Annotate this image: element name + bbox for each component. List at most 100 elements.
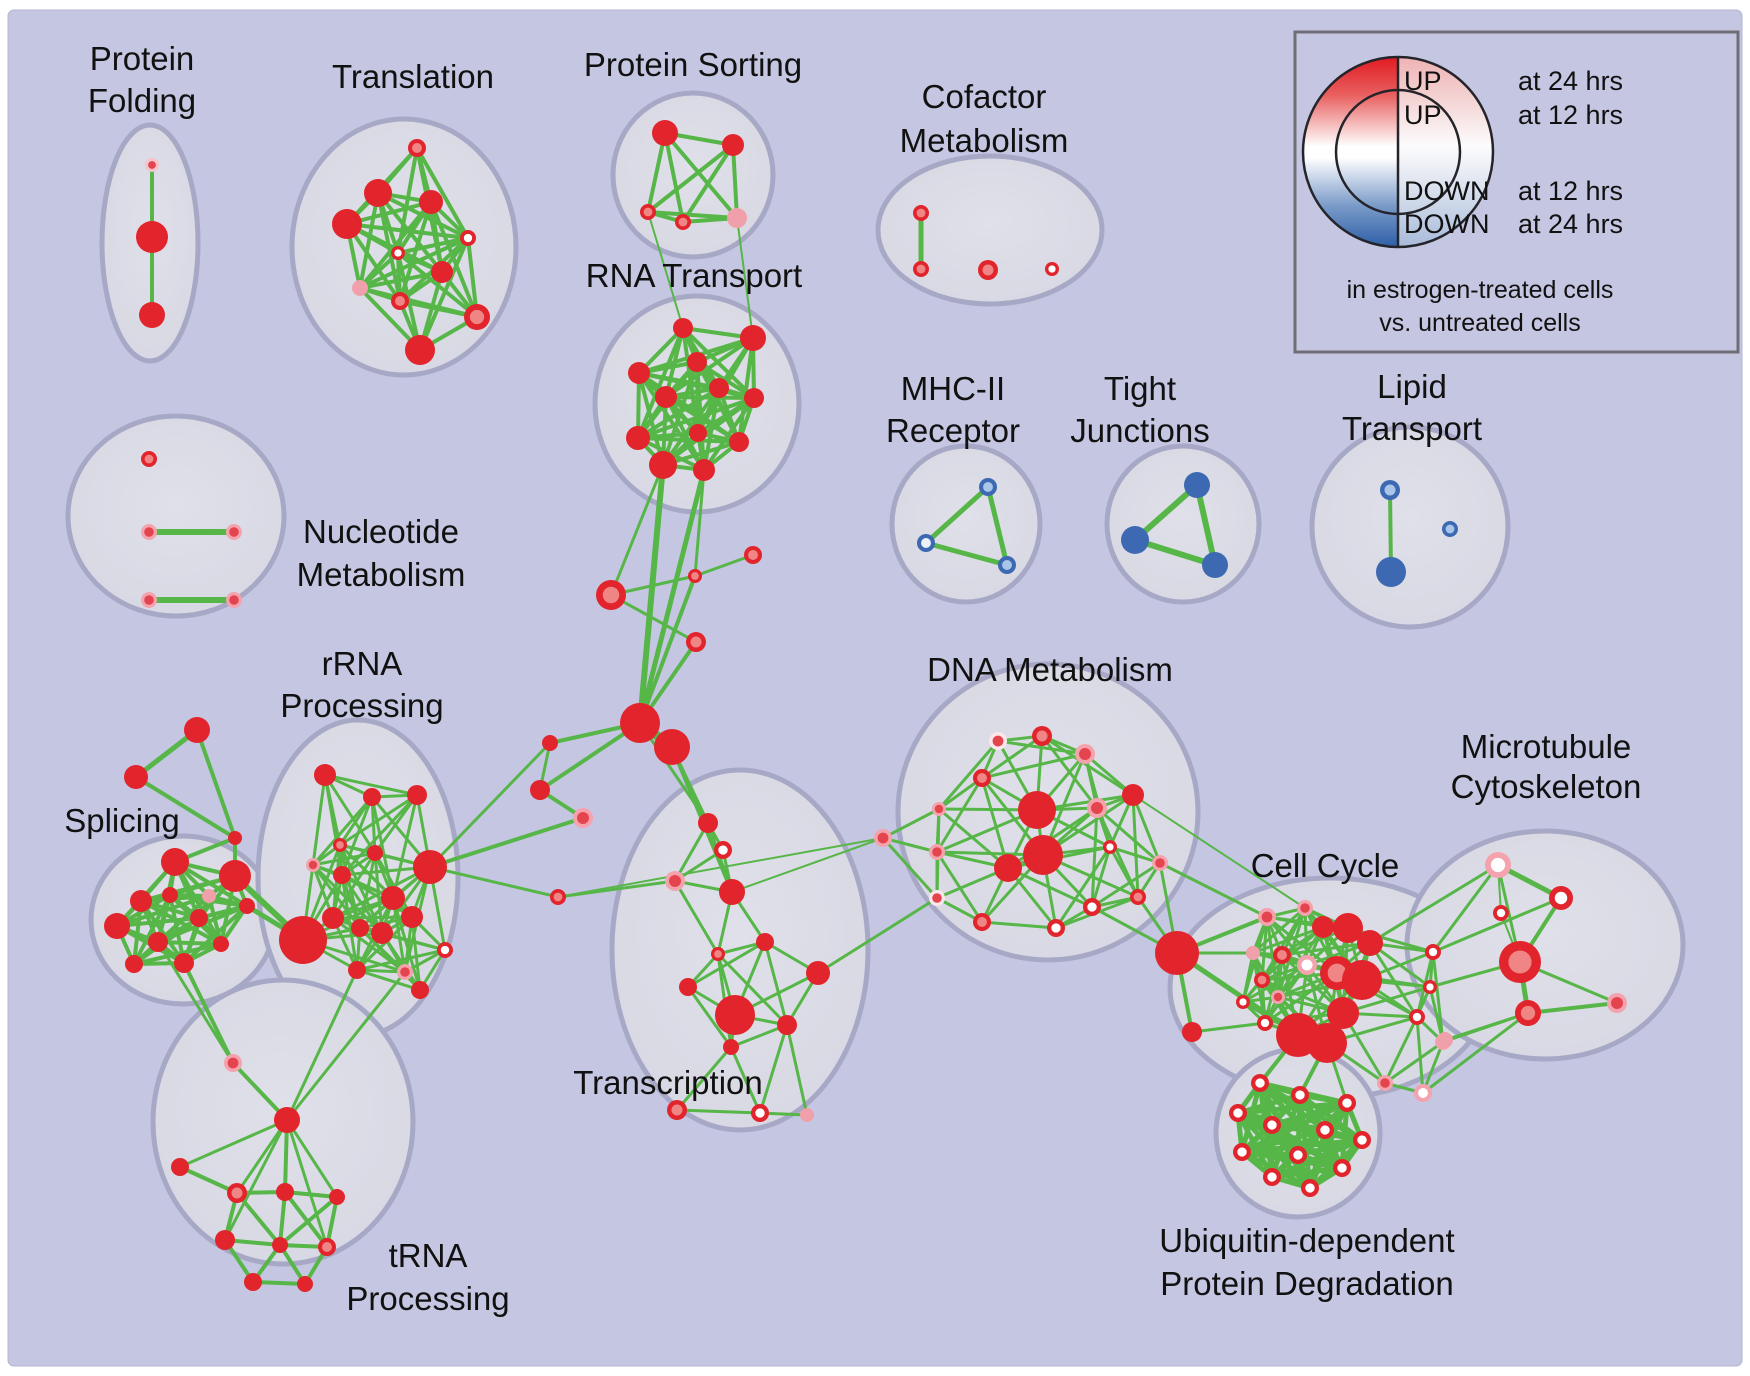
label-protein-sorting: Protein Sorting [584, 46, 802, 83]
network-nodes [104, 120, 1627, 1292]
node-rrna-processing-red [367, 845, 383, 861]
edge-rrna-processing [311, 773, 327, 867]
node-dna-metabolism-red2-center [977, 773, 987, 783]
label-microtubule-cytoskeleton: Microtubule [1461, 728, 1632, 765]
edge-bridge [1132, 794, 1306, 909]
edge-ubiquitin-degradation [1269, 1165, 1345, 1180]
edge-rrna-processing [358, 851, 377, 930]
edge-dna-metabolism [1054, 845, 1112, 930]
node-connector-red2-center [690, 636, 702, 648]
node-dna-metabolism-pinkring-center [1091, 802, 1103, 814]
edge-translation [466, 236, 479, 319]
label-nucleotide-metabolism: Metabolism [297, 556, 466, 593]
label-translation: Translation [332, 58, 494, 95]
edge-splicing [132, 942, 223, 966]
edge-protein-sorting [681, 143, 735, 224]
edge-rrna-processing [355, 968, 422, 992]
edge-trna-processing [278, 1195, 339, 1247]
node-tight-junctions-blue [1121, 526, 1149, 554]
edge-transcription [673, 879, 720, 956]
edge-rna-transport [636, 396, 756, 440]
node-trna-processing-red [215, 1230, 235, 1250]
edge-dna-metabolism [1108, 845, 1140, 899]
node-ubiquitin-degradation-whitering-center [1233, 1108, 1243, 1118]
node-protein-folding-red [136, 221, 168, 253]
edge-dna-metabolism [935, 776, 984, 854]
edge-bridge [156, 940, 235, 1065]
node-rrna-processing-red [413, 850, 447, 884]
node-cell-cycle-red [1312, 916, 1334, 938]
node-rrna-processing-red [351, 919, 369, 937]
node-ubiquitin-degradation-whitering-center [1320, 1125, 1330, 1135]
node-trna-processing-pinkring-center [227, 1057, 239, 1069]
node-protein-sorting-pink [727, 208, 747, 228]
node-dna-metabolism-pinkring-center [1079, 748, 1091, 760]
node-dna-metabolism-pinkring-center [877, 832, 889, 844]
node-dna-metabolism-red2-center [1133, 892, 1143, 902]
edge-rna-transport [661, 386, 721, 467]
edge-rrna-processing [311, 851, 377, 867]
node-cell-cycle-red2-center [1277, 950, 1287, 960]
node-microtubule-cytoskeleton-pinkwhite-center [1490, 857, 1506, 873]
label-lipid-transport: Transport [1342, 410, 1482, 447]
cluster-region-nucleotide-metabolism [65, 413, 287, 619]
edge-cell-cycle [1383, 1040, 1445, 1085]
node-connector-red [542, 735, 558, 751]
node-nucleotide-metabolism-red2-center [144, 454, 154, 464]
node-splicing-red [148, 932, 168, 952]
node-mhc-ii-receptor-bluelight-center [1002, 560, 1012, 570]
edge-rna-transport [702, 396, 756, 472]
node-rrna-processing-red2-center [336, 841, 344, 849]
node-translation-red2-center [412, 143, 422, 153]
edge-dna-metabolism [980, 752, 1087, 780]
node-cell-cycle-pinkwhite-center [1301, 959, 1313, 971]
edge-splicing [207, 894, 223, 946]
legend-direction-label: DOWN [1404, 209, 1489, 239]
edge-trna-processing [235, 1118, 289, 1195]
node-dna-metabolism-pinkring-center [1155, 858, 1165, 868]
edge-transcription [763, 940, 789, 1027]
node-dna-metabolism-red [994, 854, 1022, 882]
node-ubiquitin-degradation-whitering-center [1293, 1150, 1303, 1160]
edge-cell-cycle [1251, 906, 1307, 955]
node-dna-metabolism-pinkring-center [934, 804, 944, 814]
edge-protein-sorting [646, 210, 739, 220]
node-rna-transport-red [673, 318, 693, 338]
node-trna-processing-red [329, 1189, 345, 1205]
node-connector-red [124, 765, 148, 789]
legend-inner-right-half [1398, 90, 1460, 214]
label-transcription: Transcription [573, 1064, 763, 1101]
node-splicing-red [104, 913, 130, 939]
edge-bridge [1431, 863, 1500, 954]
edge-bridge [1158, 861, 1269, 919]
label-tight-junctions: Junctions [1070, 412, 1209, 449]
node-trna-processing-red [274, 1107, 300, 1133]
node-translation-red [431, 261, 453, 283]
edge-dna-metabolism [1090, 861, 1162, 909]
node-cofactor-metabolism-red2-center [916, 208, 926, 218]
edge-cell-cycle [1415, 1015, 1425, 1095]
node-protein-sorting-red [652, 120, 678, 146]
node-tight-junctions-blue [1184, 472, 1210, 498]
node-dna-metabolism-red [1122, 784, 1144, 806]
node-rrna-processing-red [363, 788, 381, 806]
edge-cell-cycle [1241, 951, 1255, 1004]
node-connector-red2-center [553, 892, 563, 902]
edge-splicing [182, 894, 211, 965]
node-transcription-red [719, 879, 745, 905]
edge-translation [398, 299, 479, 319]
edge-bridge [428, 816, 585, 869]
node-translation-red [364, 179, 392, 207]
edge-ubiquitin-degradation [1235, 1100, 1350, 1116]
node-rrna-processing-red [407, 785, 427, 805]
edge-ubiquitin-degradation [1239, 1137, 1365, 1155]
label-trna-processing: Processing [346, 1280, 509, 1317]
node-trna-processing-red [297, 1276, 313, 1292]
edge-bridge [638, 574, 697, 725]
node-dna-metabolism-red [1023, 835, 1063, 875]
node-rna-transport-red [655, 386, 677, 408]
node-rrna-processing-pinkring-center [400, 967, 410, 977]
edge-rrna-processing [323, 773, 419, 797]
node-nucleotide-metabolism-pinkring-center [229, 527, 239, 537]
node-transcription-red [698, 813, 718, 833]
